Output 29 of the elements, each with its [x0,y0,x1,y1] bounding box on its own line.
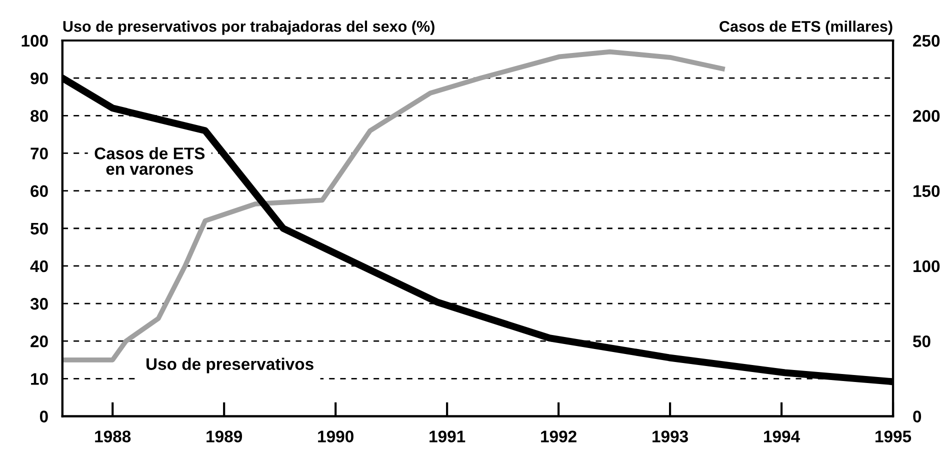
series-label: Uso de preservativos [146,358,314,374]
x-tick-label: 1991 [430,430,466,442]
x-tick-label: 1988 [95,430,131,442]
y-tick-label: 70 [30,148,48,160]
y2-tick-label: 150 [914,185,940,198]
series-label: Casos de ETS en varones [94,147,205,175]
y-tick-label: 20 [30,336,48,348]
y-tick-label: 90 [30,72,48,84]
y2-tick-label: 250 [913,34,940,47]
y2-tick-label: 100 [914,260,940,272]
x-tick-label: 1992 [541,430,576,442]
y2-tick-label: 50 [912,336,930,348]
x-tick-label: 1993 [652,430,688,442]
y-tick-label: 60 [30,185,48,198]
y-tick-label: 0 [40,410,48,422]
y-tick-label: 10 [31,373,48,385]
y-axis-title: Uso de preservativos por trabajadoras del sexo (%) [63,20,434,35]
y-tick-label: 50 [30,222,48,235]
y-tick-label: 100 [22,34,48,47]
x-tick-label: 1994 [764,430,800,442]
x-tick-label: 1995 [876,430,912,442]
y-tick-label: 30 [30,298,48,310]
x-tick-label: 1990 [318,430,354,442]
y2-axis-title: Casos de ETS (millares) [720,20,892,35]
y2-tick-label: 200 [913,110,940,122]
y-tick-label: 80 [30,110,48,122]
y-tick-label: 40 [30,260,48,272]
y2-tick-label: 0 [913,410,922,422]
x-tick-label: 1989 [206,430,242,442]
